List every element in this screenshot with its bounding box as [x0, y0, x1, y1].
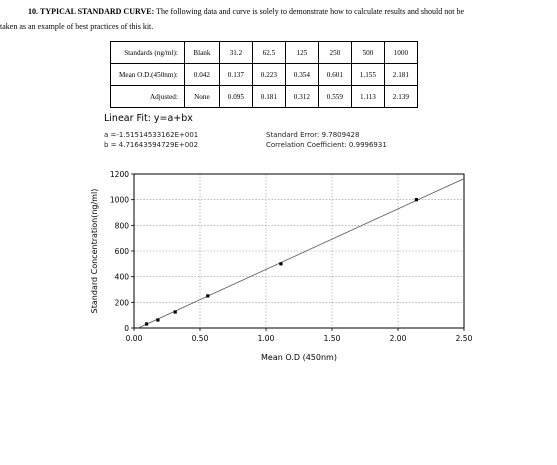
data-point [206, 294, 210, 298]
x-axis: 0.00 0.50 1.00 1.50 2.00 2.50 [126, 328, 473, 343]
fit-line [138, 178, 465, 329]
y-tick-label: 600 [115, 247, 130, 256]
data-points [144, 198, 418, 326]
x-tick-label: 1.50 [324, 334, 341, 343]
y-tick-label: 800 [115, 221, 130, 230]
plot-frame [133, 173, 465, 329]
intro-text-2: taken as an example of best practices of… [0, 22, 154, 31]
x-tick-label: 0.50 [192, 334, 209, 343]
table-cell: 0.312 [284, 85, 319, 108]
fit-param-a: a =-1.51514533162E+001 [104, 131, 199, 139]
data-point [144, 322, 149, 326]
y-axis-label: Standard Concentration(ng/ml) [90, 189, 99, 314]
table-row-standards: Standards (ng/ml): Blank 31.2 62.5 125 2… [110, 41, 418, 64]
data-point [414, 198, 418, 202]
y-tick-label: 200 [115, 298, 130, 307]
data-point [173, 310, 177, 314]
y-tick-label: 1200 [110, 170, 129, 179]
row-label-adjusted: Adjusted: [110, 85, 185, 108]
x-tick-label: 2.50 [456, 334, 473, 343]
standards-table: Standards (ng/ml): Blank 31.2 62.5 125 2… [110, 41, 418, 108]
fit-standard-error: Standard Error: 9.7809428 [266, 131, 360, 139]
y-tick-label: 1000 [110, 196, 129, 205]
intro-line-1: 10. TYPICAL STANDARD CURVE: The followin… [0, 4, 557, 19]
section-number: 10. [28, 7, 38, 16]
section-heading: TYPICAL STANDARD CURVE: [40, 7, 155, 16]
chart-grid [134, 174, 464, 328]
y-tick-label: 0 [124, 324, 129, 333]
x-tick-label: 0.00 [126, 334, 143, 343]
y-axis: 0 200 400 600 800 1000 1200 [110, 170, 134, 333]
fit-param-b: b = 4.71643594729E+002 [104, 141, 199, 149]
table-cell: 2.139 [383, 85, 418, 108]
x-tick-label: 1.00 [258, 334, 275, 343]
intro-text-1: The following data and curve is solely t… [156, 7, 465, 16]
data-point [156, 318, 160, 322]
x-axis-label: Mean O.D (450nm) [261, 353, 337, 362]
data-point [279, 262, 283, 266]
table-cell: 0.559 [317, 85, 352, 108]
fit-title: Linear Fit: y=a+bx [104, 113, 193, 124]
table-cell: None [183, 85, 220, 108]
table-row-adjusted: Adjusted: None 0.095 0.181 0.312 0.559 1… [110, 85, 418, 108]
fit-correlation: Correlation Coefficient: 0.9996931 [266, 141, 387, 149]
intro-paragraph: 10. TYPICAL STANDARD CURVE: The followin… [0, 4, 557, 34]
x-tick-label: 2.00 [390, 334, 407, 343]
y-tick-label: 400 [115, 273, 130, 282]
